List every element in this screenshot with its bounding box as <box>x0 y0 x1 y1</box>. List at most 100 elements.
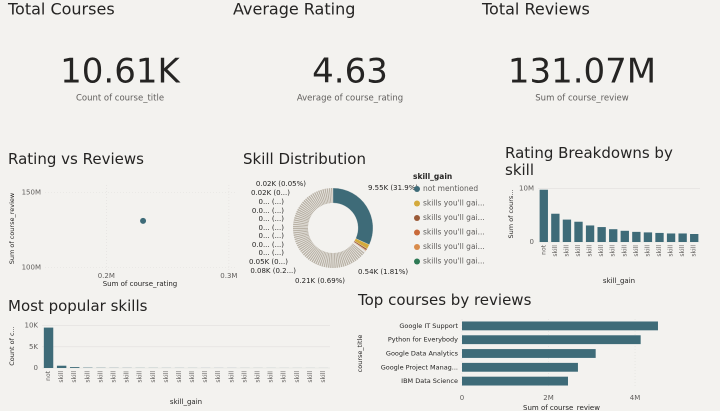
x-axis-label: skill_gain <box>603 277 635 285</box>
bar <box>609 229 618 242</box>
y-tick-label: Google Project Manag... <box>381 363 458 371</box>
legend-label: skills you'll gai... <box>423 257 485 266</box>
x-tick-label: skill <box>71 371 78 383</box>
data-label: 0.0... (...) <box>252 207 284 215</box>
x-tick-label: skill <box>320 371 327 383</box>
bar <box>462 349 596 358</box>
bar <box>551 213 560 242</box>
card-value: 4.63 <box>312 52 388 92</box>
x-tick-label: skill <box>281 371 288 383</box>
bar <box>462 321 658 331</box>
bar <box>56 365 67 368</box>
x-tick-label: skill <box>268 371 275 383</box>
x-tick-label: 0.2M <box>98 272 115 280</box>
x-tick-label: skill <box>307 371 314 383</box>
legend-label: skills you'll gai... <box>423 199 485 208</box>
card-value: 131.07M <box>508 52 656 92</box>
y-tick-label: Google IT Support <box>399 322 458 330</box>
x-tick-label: skill <box>150 371 157 383</box>
x-tick-label: skill <box>111 371 118 383</box>
x-tick-label: skill <box>202 371 209 383</box>
legend-swatch <box>414 215 420 221</box>
x-tick-label: skill <box>668 245 675 257</box>
y-tick-label: IBM Data Science <box>401 377 458 385</box>
x-tick-label: skill <box>587 245 594 257</box>
x-tick-label: skill <box>241 371 248 383</box>
x-tick-label: not <box>540 244 547 254</box>
x-axis-label: skill_gain <box>170 398 202 406</box>
data-label: 0.54K (1.81%) <box>358 268 408 276</box>
card-label: Sum of course_review <box>535 94 628 104</box>
bar <box>539 189 548 242</box>
card-title: Average Rating <box>233 0 355 19</box>
x-axis-label: Sum of course_review <box>523 404 600 411</box>
card-label: Average of course_rating <box>297 94 403 104</box>
y-axis-label: Sum of course_review <box>8 192 16 264</box>
y-tick-label: Python for Everybody <box>388 336 458 344</box>
chart-title: Rating vs Reviews <box>8 150 144 168</box>
data-label: 9.55K (31.9%) <box>368 184 418 192</box>
data-label: 0.08K (0.2...) <box>250 267 296 275</box>
data-label: 0.05K (0...) <box>249 258 288 266</box>
pie-slice <box>352 242 365 253</box>
legend-swatch <box>414 229 420 236</box>
legend-swatch <box>414 258 420 265</box>
bar <box>462 335 641 345</box>
x-tick-label: skill <box>294 371 301 383</box>
bar <box>70 367 80 368</box>
x-tick-label: skill <box>621 245 628 257</box>
x-tick-label: 0 <box>460 394 464 402</box>
x-tick-label: 4M <box>630 394 641 402</box>
bar <box>562 219 572 242</box>
y-tick-label: 0 <box>530 238 534 246</box>
x-tick-label: skill <box>97 371 104 383</box>
y-axis-label: course_title <box>356 335 364 373</box>
y-tick-label: 150M <box>22 189 41 197</box>
legend-swatch <box>414 186 420 192</box>
bar <box>574 221 583 242</box>
x-tick-label: 2M <box>543 394 554 402</box>
x-tick-label: skill <box>124 371 131 383</box>
x-tick-label: skill <box>563 245 570 257</box>
data-label: 0... (...) <box>259 232 285 240</box>
bar <box>462 362 578 372</box>
x-tick-label: skill <box>679 245 686 257</box>
bar <box>690 234 699 242</box>
x-tick-label: skill <box>255 371 262 383</box>
bar <box>678 233 687 242</box>
x-tick-label: skill <box>215 371 222 383</box>
bar <box>43 327 54 368</box>
x-tick-label: skill <box>137 371 144 383</box>
data-label: 0... (...) <box>259 249 285 257</box>
bar <box>643 232 653 242</box>
x-axis-label: Sum of course_rating <box>103 280 178 288</box>
y-tick-label: 100M <box>22 264 41 272</box>
x-tick-label: skill <box>644 245 651 257</box>
y-tick-label: 10M <box>519 185 534 193</box>
y-tick-label: 10K <box>25 322 39 330</box>
legend-label: skills you'll gai... <box>423 213 485 222</box>
data-label: 0.02K (0.05%) <box>256 180 306 188</box>
card-value: 10.61K <box>60 52 181 92</box>
y-axis-label: Sum of cours... <box>507 190 515 239</box>
data-label: 0... (...) <box>259 215 285 223</box>
x-tick-label: skill <box>691 245 698 257</box>
point <box>140 217 147 224</box>
legend-label: skills you'll gai... <box>423 242 485 251</box>
x-tick-label: skill <box>610 245 617 257</box>
bar <box>655 232 664 242</box>
chart-title: Most popular skills <box>8 297 148 315</box>
x-tick-label: skill <box>633 245 640 257</box>
card-title: Total Reviews <box>481 0 590 19</box>
y-tick-label: Google Data Analytics <box>386 350 459 358</box>
y-tick-label: 5K <box>29 343 38 351</box>
bar <box>620 230 629 242</box>
x-tick-label: skill <box>58 371 65 383</box>
data-label: 0.21K (0.69%) <box>295 277 345 285</box>
bar <box>632 231 641 242</box>
x-tick-label: skill <box>552 245 559 257</box>
legend-label: skills you'll gai... <box>423 228 485 237</box>
legend-swatch <box>414 200 420 207</box>
